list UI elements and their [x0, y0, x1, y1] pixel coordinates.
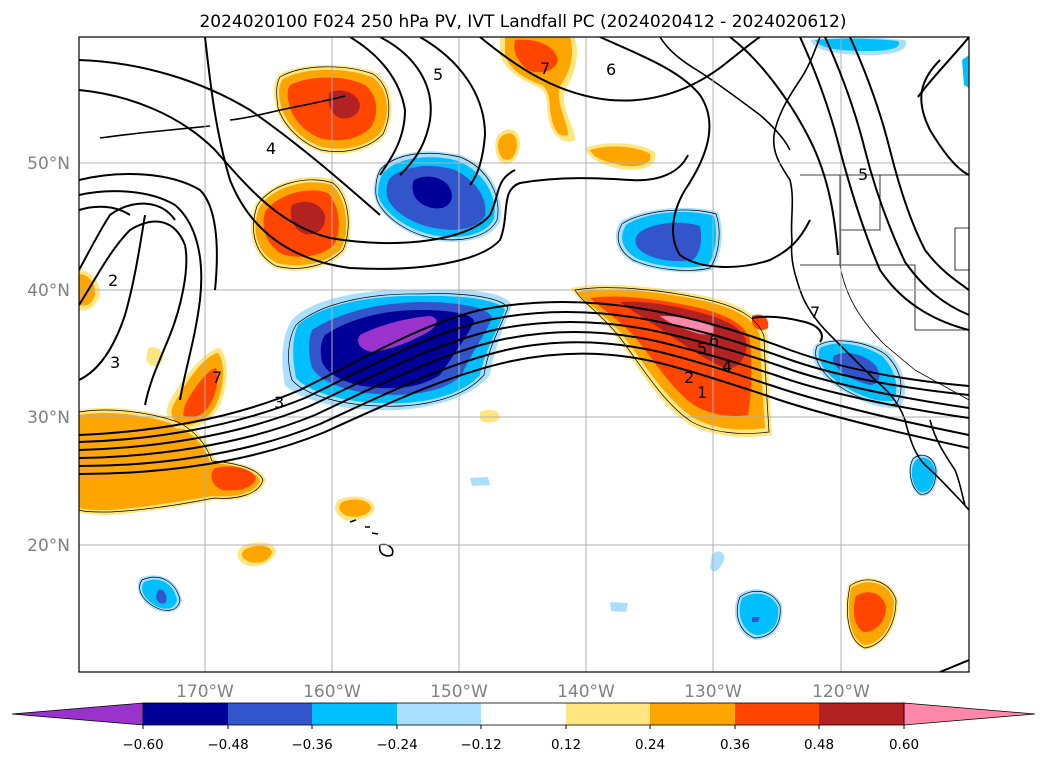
colorbar-tick-10: 0.60: [889, 737, 919, 753]
contour-label-1: 1: [697, 383, 707, 402]
contour-label-6b: 6: [709, 331, 719, 350]
colorbar-swatch-6: [566, 703, 650, 725]
colorbar-swatch-7: [650, 703, 735, 725]
colorbar-tick-3: −0.36: [291, 737, 332, 753]
colorbar-tick-8: 0.36: [720, 737, 750, 753]
ivt-contours: [79, 37, 969, 672]
colorbar-tick-1: −0.60: [122, 737, 163, 753]
lat-label-20n: 20°N: [27, 536, 70, 556]
colorbar-swatch-2: [228, 703, 312, 725]
contour-label-3: 3: [110, 353, 120, 372]
contour-labels: 1 2 2 3 3 4 4 5 5 5 6 6 7 7 7: [108, 59, 868, 412]
contour-label-6: 6: [606, 60, 616, 79]
colorbar-swatch-1: [143, 703, 228, 725]
lat-label-40n: 40°N: [27, 281, 70, 301]
colorbar-tick-6: 0.12: [551, 737, 581, 753]
colorbar-tick-4: −0.24: [376, 737, 417, 753]
contour-label-3b: 3: [274, 393, 284, 412]
latitude-labels: 50°N 40°N 30°N 20°N: [27, 154, 70, 556]
colorbar-swatch-8: [735, 703, 819, 725]
contour-label-7: 7: [540, 59, 550, 78]
colorbar-tick-5: −0.12: [460, 737, 501, 753]
contour-label-4b: 4: [722, 357, 732, 376]
contour-label-5: 5: [433, 65, 443, 84]
colorbar-swatch-4: [397, 703, 481, 725]
lon-label-140w: 140°W: [557, 682, 615, 702]
lon-label-160w: 160°W: [303, 682, 361, 702]
contour-label-4: 4: [266, 139, 276, 158]
contour-label-7b: 7: [212, 368, 222, 387]
contour-label-5b: 5: [697, 339, 707, 358]
longitude-labels: 170°W 160°W 150°W 140°W 130°W 120°W: [176, 682, 870, 702]
colorbar-tick-9: 0.48: [804, 737, 834, 753]
colorbar-swatch-3: [312, 703, 397, 725]
colorbar-tick-7: 0.24: [635, 737, 665, 753]
contour-label-2b: 2: [108, 271, 118, 290]
colorbar: −0.60 −0.48 −0.36 −0.24 −0.12 0.12 0.24 …: [11, 702, 1036, 753]
map-panel: 1 2 2 3 3 4 4 5 5 5 6 6 7 7 7: [78, 36, 970, 673]
colorbar-swatch-5: [481, 703, 566, 725]
lat-label-30n: 30°N: [27, 408, 70, 428]
anomaly-outlines: [79, 66, 937, 649]
lon-label-130w: 130°W: [684, 682, 742, 702]
colorbar-tick-2: −0.48: [207, 737, 248, 753]
map-frame: [78, 36, 970, 673]
lon-label-120w: 120°W: [812, 682, 870, 702]
lon-label-150w: 150°W: [430, 682, 488, 702]
negative-anomaly-regions: [137, 37, 969, 640]
figure-title: 2024020100 F024 250 hPa PV, IVT Landfall…: [199, 12, 846, 32]
lat-label-50n: 50°N: [27, 154, 70, 174]
contour-label-7c: 7: [810, 303, 820, 322]
colorbar-low-extend: [11, 702, 144, 726]
contour-label-5c: 5: [858, 165, 868, 184]
positive-anomaly-regions: [79, 37, 898, 650]
lon-label-170w: 170°W: [176, 682, 234, 702]
colorbar-high-extend: [903, 702, 1036, 726]
colorbar-swatch-9: [819, 703, 904, 725]
contour-label-2: 2: [684, 368, 694, 387]
